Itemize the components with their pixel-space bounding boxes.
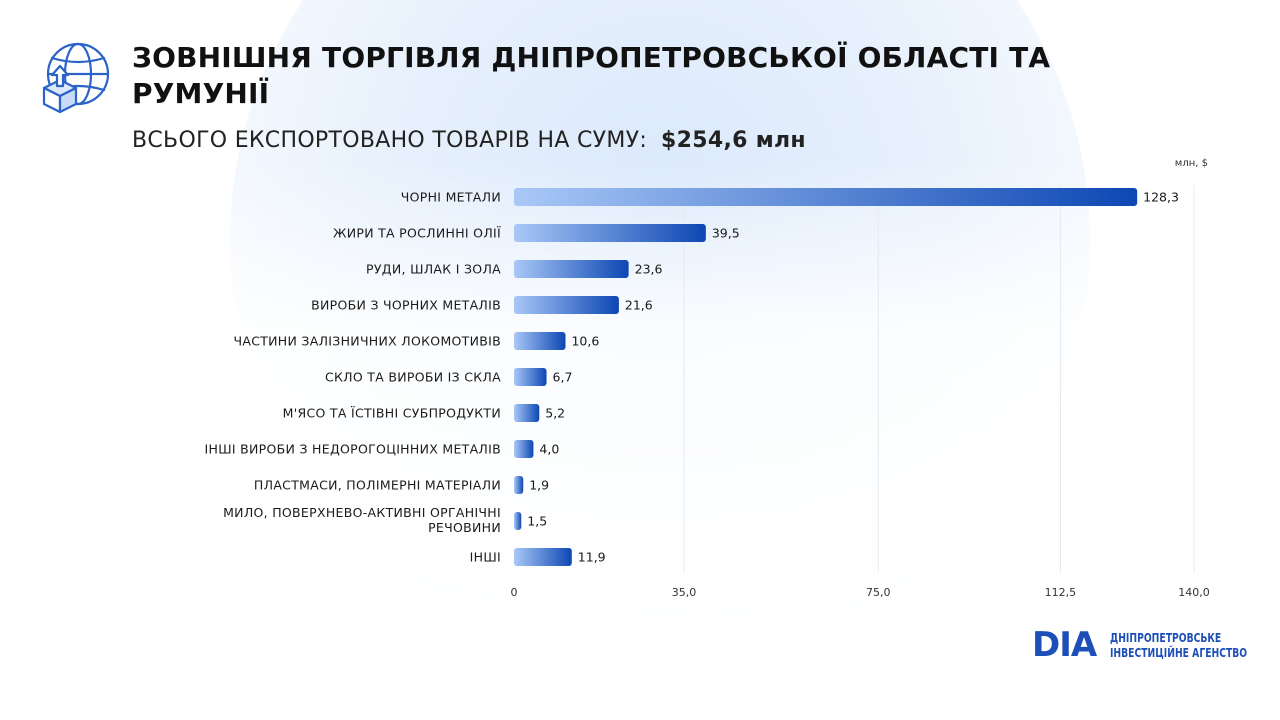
category-label: ЧОРНІ МЕТАЛИ <box>401 190 501 205</box>
category-label: ІНШІ ВИРОБИ З НЕДОРОГОЦІННИХ МЕТАЛІВ <box>205 442 501 457</box>
value-label: 39,5 <box>712 226 740 241</box>
export-total-label: ВСЬОГО ЕКСПОРТОВАНО ТОВАРІВ НА СУМУ: <box>132 128 648 153</box>
agency-name: ДНІПРОПЕТРОВСЬКЕ ІНВЕСТИЦІЙНЕ АГЕНСТВО <box>1110 630 1248 660</box>
bar <box>514 188 1138 206</box>
value-label: 1,9 <box>529 478 549 493</box>
category-label: М'ЯСО ТА ЇСТІВНІ СУБПРОДУКТИ <box>283 406 501 421</box>
value-label: 1,5 <box>527 514 547 529</box>
value-label: 5,2 <box>545 406 565 421</box>
x-tick-label: 0 <box>511 586 518 599</box>
category-label: МИЛО, ПОВЕРХНЕВО-АКТИВНІ ОРГАНІЧНІ <box>223 505 501 520</box>
dia-logo: DIA <box>1030 624 1102 664</box>
category-label: СКЛО ТА ВИРОБИ ІЗ СКЛА <box>325 370 501 385</box>
category-label: РЕЧОВИНИ <box>428 520 501 535</box>
agency-name-line1: ДНІПРОПЕТРОВСЬКЕ <box>1110 630 1222 645</box>
x-tick-label: 75,0 <box>866 586 891 599</box>
bar <box>514 512 522 530</box>
x-tick-label: 140,0 <box>1178 586 1210 599</box>
bar <box>514 260 629 278</box>
category-label: ВИРОБИ З ЧОРНИХ МЕТАЛІВ <box>311 298 501 313</box>
export-total-line: ВСЬОГО ЕКСПОРТОВАНО ТОВАРІВ НА СУМУ: $254… <box>132 128 806 153</box>
bar <box>514 548 572 566</box>
agency-name-line2: ІНВЕСТИЦІЙНЕ АГЕНСТВО <box>1110 645 1248 660</box>
export-total-value: $254,6 млн <box>661 128 806 153</box>
page-title: ЗОВНІШНЯ ТОРГІВЛЯ ДНІПРОПЕТРОВСЬКОЇ ОБЛА… <box>132 41 1051 110</box>
category-label: ЧАСТИНИ ЗАЛІЗНИЧНИХ ЛОКОМОТИВІВ <box>233 334 501 349</box>
bar <box>514 332 566 350</box>
bar <box>514 368 547 386</box>
bar <box>514 440 534 458</box>
value-label: 11,9 <box>578 550 606 565</box>
value-label: 23,6 <box>635 262 663 277</box>
value-label: 4,0 <box>539 442 559 457</box>
category-label: ЖИРИ ТА РОСЛИННІ ОЛІЇ <box>333 226 501 241</box>
category-label: ІНШІ <box>470 550 501 565</box>
bar <box>514 476 524 494</box>
x-tick-label: 35,0 <box>672 586 697 599</box>
x-tick-label: 112,5 <box>1045 586 1077 599</box>
bar <box>514 224 706 242</box>
value-label: 21,6 <box>625 298 653 313</box>
value-label: 10,6 <box>571 334 599 349</box>
bar <box>514 296 619 314</box>
category-label: ПЛАСТМАСИ, ПОЛІМЕРНІ МАТЕРІАЛИ <box>254 478 501 493</box>
globe-box-upload-icon <box>42 42 110 114</box>
unit-label: млн, $ <box>1175 158 1208 169</box>
dia-logo-mark: DIA <box>1032 625 1098 664</box>
value-label: 128,3 <box>1143 190 1179 205</box>
category-label: РУДИ, ШЛАК І ЗОЛА <box>366 262 501 277</box>
bar <box>514 404 540 422</box>
value-label: 6,7 <box>553 370 573 385</box>
